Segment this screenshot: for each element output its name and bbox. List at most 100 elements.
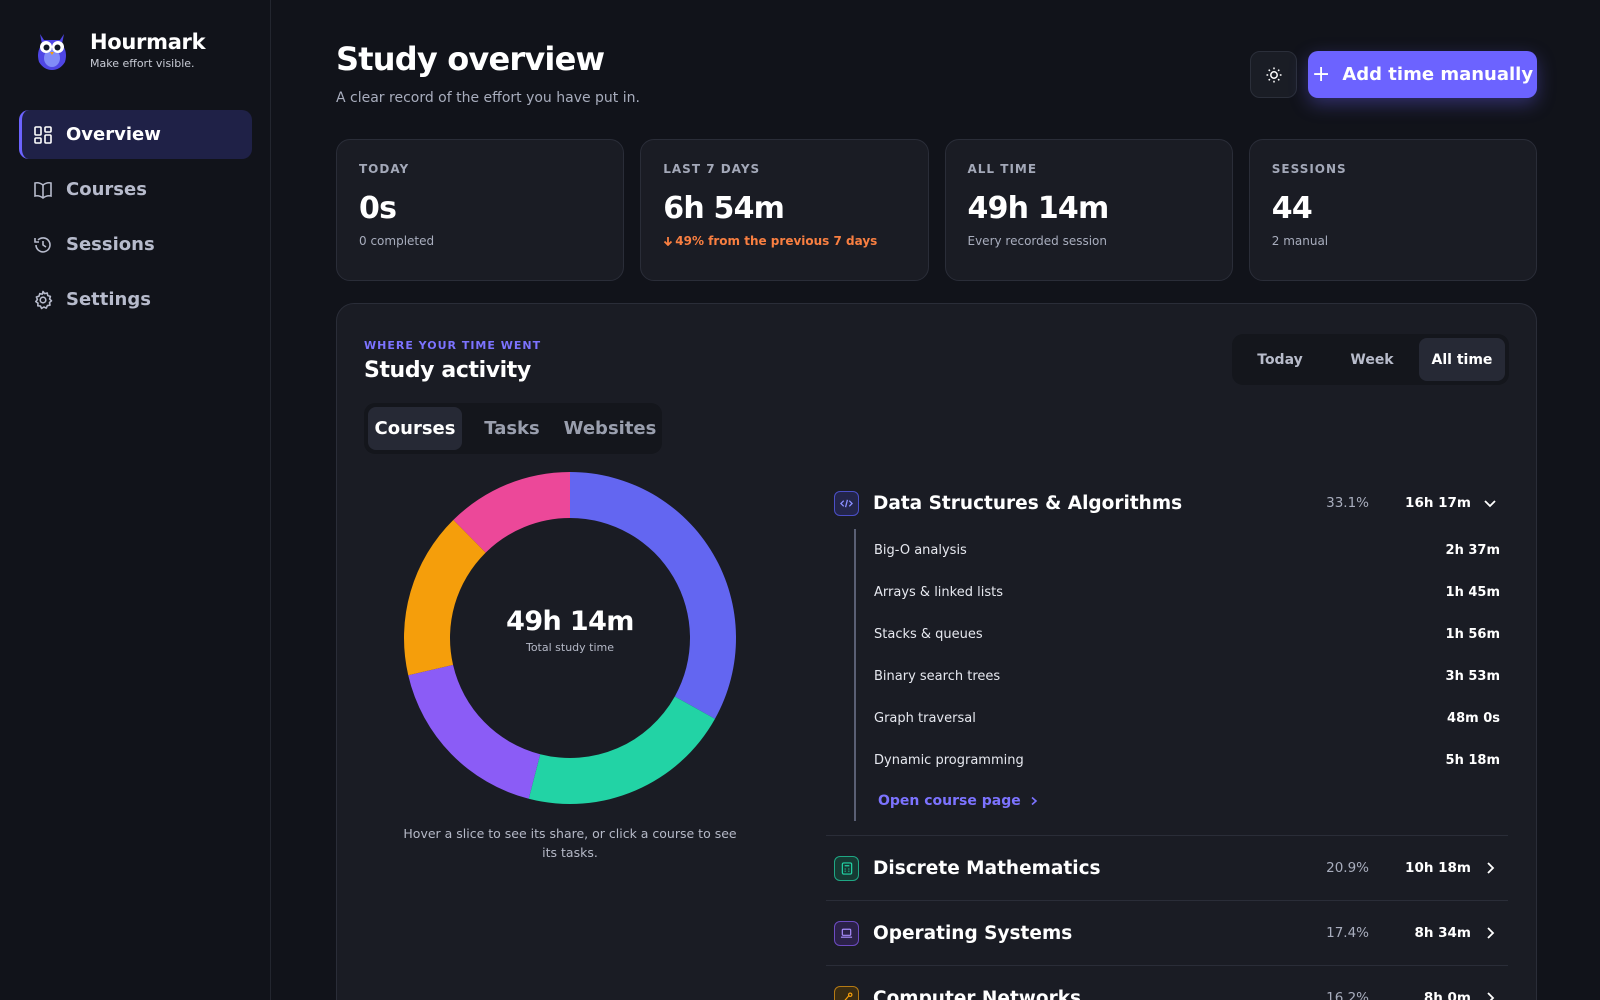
- course-share: 20.9%: [1326, 860, 1369, 876]
- course-name: Discrete Mathematics: [873, 857, 1101, 879]
- course-time: 8h 0m: [1423, 990, 1471, 1000]
- task-name: Stacks & queues: [874, 626, 983, 642]
- stat-sub: 0 completed: [359, 234, 435, 248]
- donut-caption: Total study time: [525, 641, 615, 654]
- donut-svg: [404, 472, 736, 804]
- stat-label: LAST 7 DAYS: [663, 162, 761, 176]
- open-course-page-label: Open course page: [878, 793, 1021, 809]
- stat-cards: TODAY 0s 0 completed LAST 7 DAYS 6h 54m …: [336, 139, 1537, 281]
- sidebar-item-label: Sessions: [66, 234, 155, 255]
- course-row-computer-networks[interactable]: Computer Networks 16.2% 8h 0m: [826, 966, 1508, 1000]
- stat-trend: 49% from the previous 7 days: [663, 234, 905, 248]
- sidebar-item-sessions[interactable]: Sessions: [19, 220, 252, 269]
- course-row-discrete-math[interactable]: Discrete Mathematics 20.9% 10h 18m: [826, 836, 1508, 900]
- divider: [826, 900, 1508, 901]
- range-tabs: Today Week All time: [1232, 334, 1509, 385]
- task-list: Big-O analysis 2h 37m Arrays & linked li…: [854, 529, 1508, 821]
- calculator-icon: [834, 855, 859, 881]
- tab-websites[interactable]: Websites: [563, 418, 657, 439]
- brand[interactable]: Hourmark Make effort visible.: [32, 28, 206, 72]
- book-icon: [34, 181, 52, 199]
- course-row-data-structures[interactable]: Data Structures & Algorithms 33.1% 16h 1…: [826, 471, 1508, 535]
- sidebar-nav: Overview Courses Sessions Settings: [19, 110, 252, 330]
- sidebar-item-settings[interactable]: Settings: [19, 275, 252, 324]
- sidebar-item-overview[interactable]: Overview: [19, 110, 252, 159]
- task-row: Stacks & queues 1h 56m: [874, 613, 1508, 655]
- chevron-right-icon: [1031, 796, 1037, 806]
- task-row: Big-O analysis 2h 37m: [874, 529, 1508, 571]
- study-activity-panel: WHERE YOUR TIME WENT Study activity Toda…: [336, 303, 1537, 1000]
- sidebar-item-label: Settings: [66, 289, 151, 310]
- sidebar-item-courses[interactable]: Courses: [19, 165, 252, 214]
- chart-hint: Hover a slice to see its share, or click…: [403, 826, 737, 860]
- donut-chart: 49h 14m Total study time: [400, 468, 740, 808]
- stat-value: 6h 54m: [663, 191, 785, 226]
- task-time: 1h 45m: [1445, 584, 1500, 600]
- add-time-label: Add time manually: [1342, 64, 1534, 85]
- page-subtitle: A clear record of the effort you have pu…: [336, 90, 640, 106]
- main-content: Study overview A clear record of the eff…: [271, 0, 1600, 1000]
- activity-eyebrow: WHERE YOUR TIME WENT: [364, 339, 542, 352]
- page-title: Study overview: [336, 40, 605, 78]
- donut-slice-0[interactable]: [570, 472, 736, 719]
- breakdown-tabs: Courses Tasks Websites: [364, 403, 662, 454]
- stat-label: TODAY: [359, 162, 410, 176]
- network-icon: [834, 985, 859, 1000]
- chevron-right-icon[interactable]: [1482, 860, 1498, 876]
- course-time: 16h 17m: [1405, 495, 1471, 511]
- task-row: Dynamic programming 5h 18m: [874, 739, 1508, 781]
- tab-all-time[interactable]: All time: [1419, 338, 1505, 381]
- stat-card-sessions: SESSIONS 44 2 manual: [1248, 139, 1537, 281]
- task-row: Binary search trees 3h 53m: [874, 655, 1508, 697]
- task-time: 3h 53m: [1445, 668, 1500, 684]
- owl-logo-icon: [38, 34, 66, 70]
- donut-slice-1[interactable]: [528, 696, 715, 804]
- donut-slice-4[interactable]: [453, 472, 570, 553]
- course-share: 33.1%: [1326, 495, 1369, 511]
- stat-value: 49h 14m: [967, 191, 1110, 226]
- donut-slice-2[interactable]: [408, 664, 541, 799]
- arrow-down-icon: [664, 237, 673, 247]
- sidebar: Hourmark Make effort visible. Overview C…: [0, 0, 271, 1000]
- history-icon: [34, 236, 51, 253]
- course-time: 10h 18m: [1405, 860, 1471, 876]
- tab-week[interactable]: Week: [1350, 351, 1394, 368]
- course-name: Computer Networks: [873, 987, 1082, 1000]
- open-course-page-link[interactable]: Open course page: [874, 781, 1508, 821]
- stat-sub: 2 manual: [1271, 234, 1329, 248]
- stat-card-last-7-days: LAST 7 DAYS 6h 54m 49% from the previous…: [640, 139, 929, 281]
- add-time-button[interactable]: + Add time manually: [1308, 51, 1537, 98]
- gear-icon: [35, 290, 53, 309]
- stat-value: 44: [1271, 191, 1313, 226]
- laptop-icon: [834, 920, 859, 946]
- code-icon: [834, 490, 859, 516]
- donut-center: 49h 14m Total study time: [400, 606, 740, 654]
- course-name: Operating Systems: [873, 922, 1073, 944]
- task-name: Arrays & linked lists: [874, 584, 1003, 600]
- sun-icon: [1266, 67, 1281, 82]
- course-row-operating-systems[interactable]: Operating Systems 17.4% 8h 34m: [826, 901, 1508, 965]
- tab-today[interactable]: Today: [1257, 351, 1303, 368]
- sidebar-item-label: Overview: [66, 124, 161, 145]
- chevron-right-icon[interactable]: [1482, 925, 1498, 941]
- stat-value: 0s: [359, 191, 397, 226]
- tab-tasks[interactable]: Tasks: [484, 418, 540, 439]
- divider: [826, 965, 1508, 966]
- donut-slice-3[interactable]: [404, 519, 486, 676]
- theme-toggle-button[interactable]: [1250, 51, 1297, 98]
- donut-total: 49h 14m: [506, 606, 634, 637]
- task-time: 2h 37m: [1445, 542, 1500, 558]
- task-time: 48m 0s: [1447, 710, 1500, 726]
- chevron-right-icon[interactable]: [1482, 990, 1498, 1000]
- chevron-down-icon[interactable]: [1482, 495, 1498, 511]
- task-row: Graph traversal 48m 0s: [874, 697, 1508, 739]
- course-name: Data Structures & Algorithms: [873, 492, 1183, 514]
- task-name: Binary search trees: [874, 668, 1001, 684]
- task-name: Dynamic programming: [874, 752, 1024, 768]
- course-time: 8h 34m: [1414, 925, 1471, 941]
- task-time: 5h 18m: [1445, 752, 1500, 768]
- tab-courses[interactable]: Courses: [368, 407, 462, 450]
- task-row: Arrays & linked lists 1h 45m: [874, 571, 1508, 613]
- task-name: Big-O analysis: [874, 542, 967, 558]
- course-share: 16.2%: [1326, 990, 1369, 1000]
